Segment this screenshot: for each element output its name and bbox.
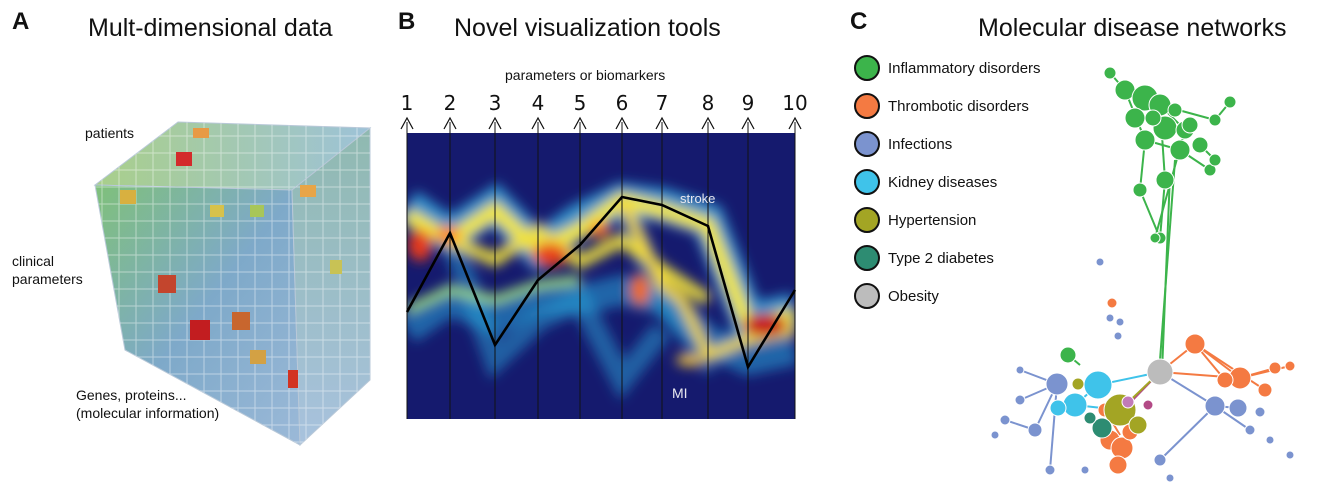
panel-c: C Molecular disease networks Inflammator… [820, 0, 1339, 495]
label-clinical-1: clinical [12, 253, 55, 269]
panel-a-letter: A [12, 8, 30, 35]
legend-label-infections: Infections [888, 135, 953, 153]
data-cube [93, 121, 372, 447]
parallel-coordinates-density: 1 2 3 4 5 6 7 8 9 10 stroke MI [400, 91, 808, 419]
legend-label-thrombotic: Thrombotic disorders [888, 97, 1029, 115]
annotation-mi: MI [672, 385, 688, 401]
legend-label-hypertension: Hypertension [888, 211, 977, 229]
axis-number-9: 9 [742, 91, 755, 115]
panel-c-letter: C [850, 8, 868, 35]
legend-label-diabetes: Type 2 diabetes [888, 249, 994, 267]
legend-item-infections: Infections [854, 127, 952, 161]
axis-numbers: 1 2 3 4 5 6 7 8 9 10 [401, 91, 808, 115]
disease-network [990, 66, 1296, 483]
legend-item-obesity: Obesity [854, 279, 939, 313]
axis-number-7: 7 [656, 91, 669, 115]
legend-dot-obesity [854, 283, 880, 309]
legend-label-inflammatory: Inflammatory disorders [888, 59, 1041, 77]
legend-dot-thrombotic [854, 93, 880, 119]
axis-lines [406, 122, 796, 419]
panel-b: B Novel visualization tools parameters o… [390, 0, 820, 495]
legend-item-diabetes: Type 2 diabetes [854, 241, 994, 275]
legend-item-kidney: Kidney diseases [854, 165, 997, 199]
axis-number-10: 10 [782, 91, 807, 115]
panel-b-letter: B [398, 8, 416, 35]
legend-dot-infections [854, 131, 880, 157]
label-genes-2: (molecular information) [76, 405, 220, 421]
label-genes-1: Genes, proteins... [76, 387, 187, 403]
profile-line [405, 195, 797, 371]
panel-a: A Mult-dimensional data [0, 0, 390, 495]
axis-number-4: 4 [532, 91, 545, 115]
legend-dot-hypertension [854, 207, 880, 233]
axis-caption: parameters or biomarkers [505, 67, 666, 83]
legend-label-kidney: Kidney diseases [888, 173, 998, 191]
axis-number-5: 5 [574, 91, 587, 115]
annotation-stroke: stroke [680, 191, 715, 206]
legend-item-thrombotic: Thrombotic disorders [854, 89, 1029, 123]
panel-c-title: Molecular disease networks [978, 14, 1287, 42]
axis-number-6: 6 [616, 91, 629, 115]
panel-a-title: Mult-dimensional data [88, 14, 333, 42]
cube-voxels [120, 128, 342, 388]
legend-item-hypertension: Hypertension [854, 203, 976, 237]
label-clinical-2: parameters [12, 271, 83, 287]
axis-number-8: 8 [702, 91, 715, 115]
legend-label-obesity: Obesity [888, 287, 939, 305]
label-patients: patients [85, 125, 135, 141]
legend-item-inflammatory: Inflammatory disorders [854, 51, 1041, 85]
axis-number-1: 1 [401, 91, 414, 115]
panel-b-title: Novel visualization tools [454, 14, 721, 42]
legend-dot-inflammatory [854, 55, 880, 81]
legend-dot-diabetes [854, 245, 880, 271]
axis-number-3: 3 [489, 91, 502, 115]
legend-dot-kidney [854, 169, 880, 195]
network-nodes [990, 66, 1296, 483]
axis-arrows [400, 116, 802, 130]
axis-number-2: 2 [444, 91, 457, 115]
